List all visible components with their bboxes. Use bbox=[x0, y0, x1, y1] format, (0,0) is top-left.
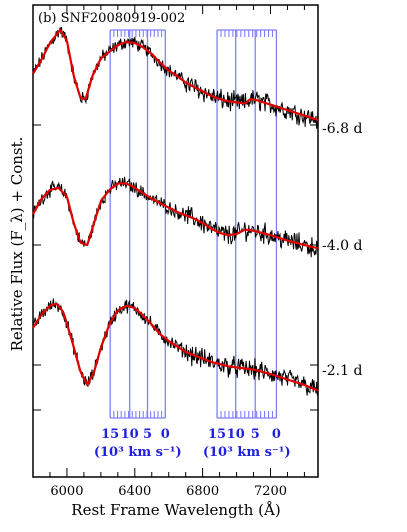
velocity-scale-label: 10 bbox=[227, 427, 245, 442]
velocity-scale-label: 15 bbox=[101, 427, 119, 442]
velocity-labels: 15 10 5 0(10³ km s⁻¹)15 10 5 0(10³ km s⁻¹) bbox=[94, 427, 291, 460]
x-tick-labels: 6000 6400 6800 7200 bbox=[50, 484, 287, 499]
velocity-scale-label: 5 bbox=[251, 427, 260, 442]
velocity-scale-label: 0 bbox=[272, 427, 281, 442]
velocity-scale-label: 10 bbox=[121, 427, 139, 442]
velocity-scale-label: 15 bbox=[208, 427, 226, 442]
x-tick-label: 7200 bbox=[254, 484, 287, 499]
x-tick-label: 6800 bbox=[186, 484, 219, 499]
y-axis-label: Relative Flux (F_λ) + Const. bbox=[8, 137, 26, 352]
velocity-unit-label: (10³ km s⁻¹) bbox=[94, 445, 182, 460]
phase-label: -4.0 d bbox=[322, 238, 362, 254]
x-axis-label: Rest Frame Wavelength (Å) bbox=[71, 501, 280, 519]
spectrum-data-line bbox=[32, 298, 319, 396]
phase-labels: -6.8 d -4.0 d -2.1 d bbox=[322, 121, 362, 379]
spectrum-fit-line bbox=[32, 182, 319, 250]
velocity-unit-label: (10³ km s⁻¹) bbox=[203, 445, 291, 460]
velocity-lines bbox=[109, 29, 278, 419]
x-tick-label: 6400 bbox=[118, 484, 151, 499]
x-tick-label: 6000 bbox=[50, 484, 83, 499]
spectrum-data-line bbox=[32, 26, 319, 129]
spectrum-fit-line bbox=[32, 302, 319, 392]
velocity-scale-label: 0 bbox=[161, 427, 170, 442]
spectrum-data-line bbox=[32, 176, 319, 258]
velocity-scale-label: 5 bbox=[143, 427, 152, 442]
phase-label: -6.8 d bbox=[322, 121, 362, 137]
plot-frame bbox=[32, 4, 319, 478]
spectra-series bbox=[32, 26, 319, 396]
phase-label: -2.1 d bbox=[322, 363, 362, 379]
chart-title: (b) SNF20080919-002 bbox=[38, 11, 185, 26]
spectrum-fit-line bbox=[32, 28, 319, 122]
axis-ticks bbox=[32, 5, 318, 477]
